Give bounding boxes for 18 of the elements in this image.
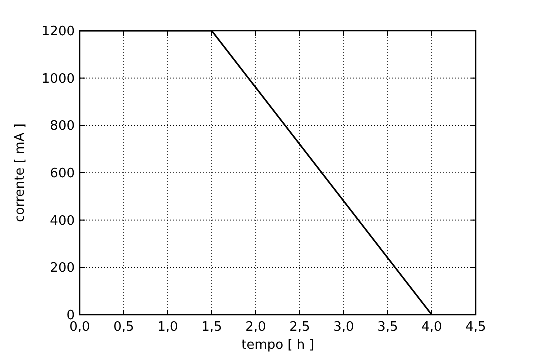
y-axis-title: corrente [ mA ] [13,124,28,222]
x-tick-label: 1,0 [158,320,178,335]
y-tick-label: 600 [50,166,75,182]
y-tick-label: 800 [50,119,75,134]
x-tick-label: 3,5 [378,320,398,335]
x-tick-label: 2,0 [246,320,266,335]
y-tick-label: 400 [50,214,75,229]
x-tick-label: 1,5 [202,320,222,335]
x-tick-label: 4,0 [422,320,442,335]
y-tick-label: 200 [50,261,75,276]
x-tick-label: 0,0 [70,320,90,335]
x-tick-label: 0,5 [114,320,134,335]
x-tick-label: 3,0 [334,320,354,335]
x-axis-title: tempo [ h ] [242,338,314,353]
x-tick-label: 2,5 [290,320,310,335]
y-tick-label: 1200 [42,24,75,40]
y-tick-label: 1000 [42,72,75,87]
x-tick-label: 4,5 [466,320,486,335]
